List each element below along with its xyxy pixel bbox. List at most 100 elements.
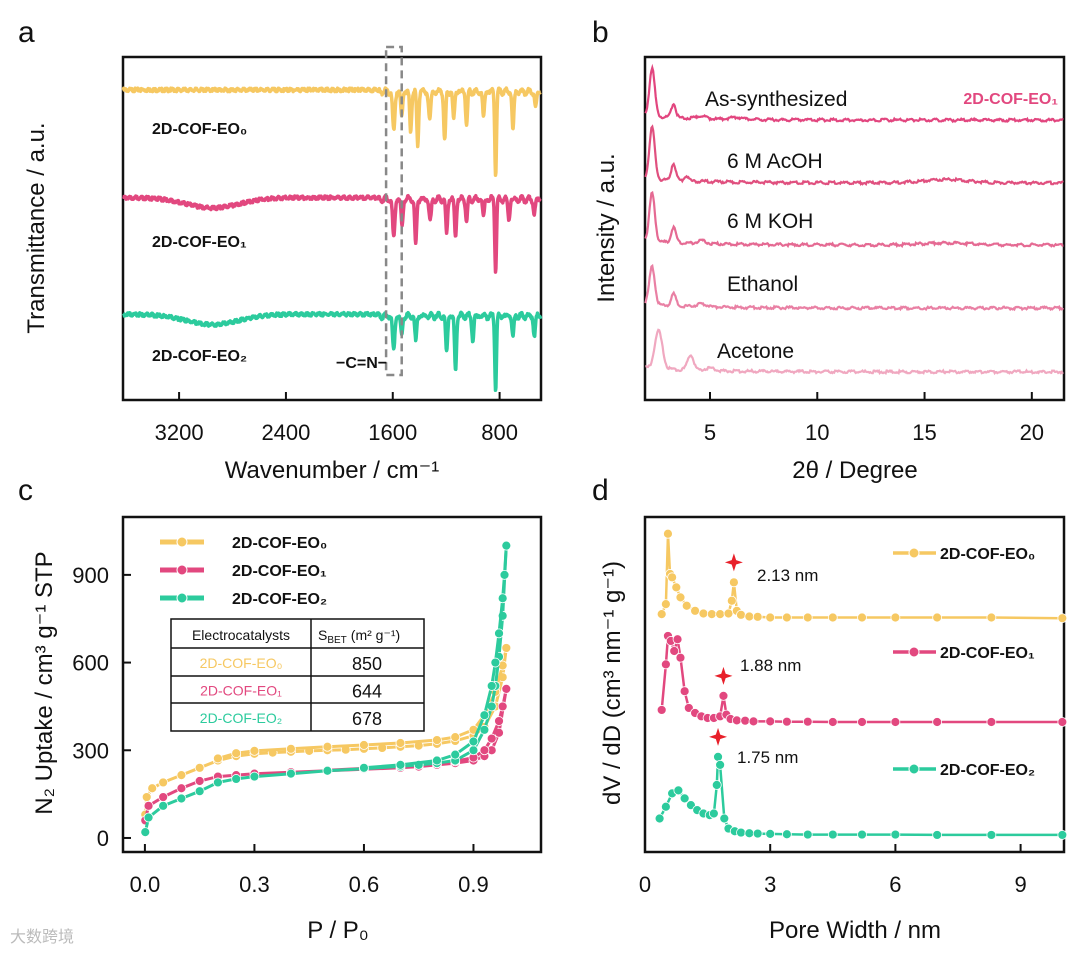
xtick-label-d: 0 <box>639 872 651 897</box>
isotherm-point <box>158 777 169 788</box>
series-label-a-eo1: 2D-COF-EO₁ <box>152 234 247 251</box>
ytick-label-c: 0 <box>97 826 109 851</box>
xlabel-a: Wavenumber / cm⁻¹ <box>225 457 440 484</box>
legend-d-marker-1 <box>908 646 920 658</box>
psd-point <box>708 808 719 819</box>
star-marker-0 <box>724 553 743 572</box>
isotherm-point <box>497 593 508 604</box>
psd-point <box>932 612 943 623</box>
xrd-pattern-3 <box>644 263 1064 312</box>
peak-label-eo1: 1.88 nm <box>740 656 801 675</box>
psd-point <box>802 612 813 623</box>
isotherm-point <box>395 738 406 748</box>
bet-table <box>170 618 425 732</box>
isotherm-point <box>497 701 508 712</box>
psd-point <box>827 717 838 727</box>
chart-marks: 3200 2400 1600 800 5 10 15 200.0 0.3 0.6 0.9030060… <box>72 45 1068 897</box>
psd-point <box>675 592 686 603</box>
ytick-label-c: 600 <box>72 651 109 676</box>
psd-point <box>986 612 997 623</box>
isotherm-point <box>501 683 512 694</box>
psd-point <box>857 829 867 840</box>
psd-point <box>932 717 943 727</box>
isotherm-point <box>486 733 497 744</box>
panel-label-c: c <box>18 474 33 507</box>
imine-annotation: −C=N− <box>336 355 387 372</box>
isotherm-point <box>231 774 242 784</box>
plot-frame-d <box>643 515 1066 854</box>
psd-point <box>827 829 838 840</box>
ylabel-b: Intensity / a.u. <box>593 153 620 302</box>
psd-point <box>752 611 763 622</box>
psd-point <box>890 717 901 727</box>
plot-frame-a <box>121 55 543 402</box>
xlabel-b: 2θ / Degree <box>792 457 917 484</box>
psd-point <box>736 609 746 620</box>
psd-point <box>656 609 667 620</box>
isotherm-point <box>322 741 333 752</box>
isotherm-point <box>194 762 205 773</box>
legend-d-marker-2 <box>908 763 920 775</box>
psd-point <box>765 612 776 623</box>
plot-frame-b <box>643 55 1066 402</box>
psd-point <box>1057 717 1068 727</box>
panel-label-d: d <box>592 474 609 507</box>
isotherm-point <box>450 749 461 760</box>
psd-point <box>986 717 997 727</box>
isotherm-point <box>432 755 442 766</box>
ylabel-d: dV / dD (cm³ nm⁻¹ g⁻¹) <box>599 561 626 805</box>
psd-point <box>736 827 746 838</box>
panel-label-a: a <box>18 16 35 49</box>
table-cell-name: 2D-COF-EO₁ <box>200 683 282 699</box>
isotherm-point <box>468 736 479 747</box>
panel-label-b: b <box>592 16 609 49</box>
isotherm-point <box>286 743 296 754</box>
psd-curve-0 <box>660 533 1063 620</box>
legend-c: 2D-COF-EO₀ 2D-COF-EO₁ 2D-COF-EO₂ <box>232 535 327 608</box>
sbet-subscript: BET <box>327 635 346 646</box>
table-cell-sbet: 850 <box>352 654 382 674</box>
series-label-a-eo2: 2D-COF-EO₂ <box>152 348 247 365</box>
psd-point <box>765 716 776 727</box>
psd-point <box>671 582 682 593</box>
psd-point <box>731 715 742 726</box>
imine-region-box <box>384 45 403 377</box>
table-cell-name: 2D-COF-EO₂ <box>200 710 282 726</box>
isotherm-point <box>359 762 369 773</box>
isotherm-point <box>176 793 187 804</box>
isotherm-point <box>468 745 479 756</box>
sample-label-b: 2D-COF-EO₁ <box>963 91 1058 108</box>
psd-point <box>698 608 709 619</box>
table-cell-name: 2D-COF-EO₀ <box>200 655 283 671</box>
sbet-symbol: S <box>318 627 327 643</box>
psd-point <box>675 652 686 663</box>
legend-c-marker-1 <box>176 564 188 576</box>
ytick-label-c: 900 <box>72 563 109 588</box>
psd-point <box>667 572 678 583</box>
xtick-label-b: 10 <box>805 420 829 445</box>
xtick-label-c: 0.9 <box>458 872 489 897</box>
pattern-label-koh: 6 M KOH <box>727 210 813 233</box>
isotherm-point <box>158 800 169 811</box>
isotherm-point <box>194 786 205 797</box>
isotherm-point <box>143 800 154 811</box>
legend-c-eo0: 2D-COF-EO₀ <box>232 535 327 552</box>
psd-point <box>728 577 739 588</box>
ylabel-c: N₂ Uptake / cm³ g⁻¹ STP <box>31 551 58 814</box>
isotherm-point <box>143 812 154 823</box>
xtick-label-a: 800 <box>481 420 518 445</box>
legend-d-eo0: 2D-COF-EO₀ <box>940 546 1035 563</box>
table-header-sbet: SBET (m² g⁻¹) <box>318 627 400 646</box>
isotherm-point <box>322 765 333 776</box>
isotherm-point <box>501 540 512 551</box>
legend-d-marker-0 <box>908 547 920 559</box>
isotherm-point <box>194 776 205 786</box>
table-border <box>170 618 425 732</box>
legend-d-eo2: 2D-COF-EO₂ <box>940 762 1035 779</box>
psd-point <box>802 716 813 727</box>
xtick-label-b: 15 <box>912 420 936 445</box>
star-marker-1 <box>714 666 733 685</box>
xrd-pattern-0 <box>644 63 1064 124</box>
ytick-label-c: 300 <box>72 738 109 763</box>
